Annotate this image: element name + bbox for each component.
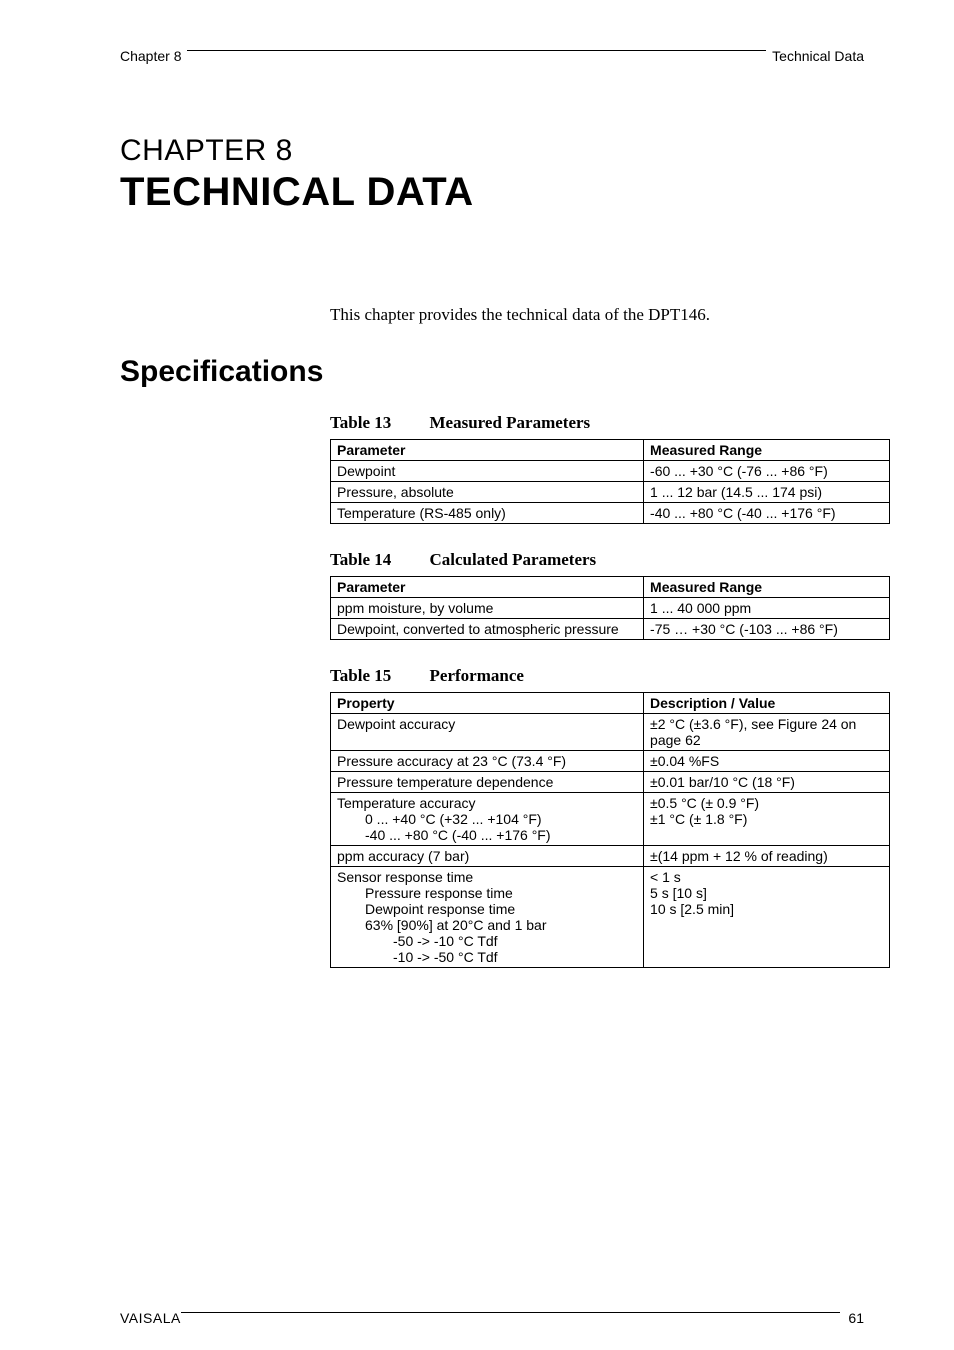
table-header: Parameter [331, 440, 644, 461]
table-row: Pressure temperature dependence±0.01 bar… [331, 772, 890, 793]
table14-caption-label: Table 14 [330, 550, 391, 569]
table-cell: ppm moisture, by volume [331, 598, 644, 619]
table-cell: 1 ... 40 000 ppm [644, 598, 890, 619]
table-header: Parameter [331, 577, 644, 598]
table-cell: ppm accuracy (7 bar) [331, 846, 644, 867]
table-cell: ±2 °C (±3.6 °F), see Figure 24 on page 6… [644, 714, 890, 751]
table15-caption-title: Performance [430, 666, 524, 685]
table-cell: Pressure temperature dependence [331, 772, 644, 793]
table-row: Dewpoint accuracy±2 °C (±3.6 °F), see Fi… [331, 714, 890, 751]
table-row: Pressure accuracy at 23 °C (73.4 °F)±0.0… [331, 751, 890, 772]
table-cell: -75 … +30 °C (-103 ... +86 °F) [644, 619, 890, 640]
footer-rule [181, 1312, 841, 1313]
table-header: Measured Range [644, 577, 890, 598]
table-row: ppm moisture, by volume1 ... 40 000 ppm [331, 598, 890, 619]
header-right: Technical Data [772, 48, 864, 64]
table14-caption-title: Calculated Parameters [430, 550, 597, 569]
table-cell: Temperature (RS-485 only) [331, 503, 644, 524]
table13-caption-title: Measured Parameters [430, 413, 591, 432]
table13: ParameterMeasured RangeDewpoint-60 ... +… [330, 439, 890, 524]
footer-page-number: 61 [840, 1310, 864, 1326]
table-cell: Pressure accuracy at 23 °C (73.4 °F) [331, 751, 644, 772]
table-cell: -60 ... +30 °C (-76 ... +86 °F) [644, 461, 890, 482]
table-header: Property [331, 693, 644, 714]
table-cell: ±(14 ppm + 12 % of reading) [644, 846, 890, 867]
table-cell: ±0.5 °C (± 0.9 °F)±1 °C (± 1.8 °F) [644, 793, 890, 846]
table-row: Dewpoint-60 ... +30 °C (-76 ... +86 °F) [331, 461, 890, 482]
table13-caption-label: Table 13 [330, 413, 391, 432]
table-header: Description / Value [644, 693, 890, 714]
table15-caption: Table 15 Performance [330, 666, 864, 686]
table-cell: ±0.04 %FS [644, 751, 890, 772]
footer: VAISALA 61 [120, 1270, 864, 1326]
footer-brand: VAISALA [120, 1310, 181, 1326]
table-cell: Dewpoint accuracy [331, 714, 644, 751]
table-cell: 1 ... 12 bar (14.5 ... 174 psi) [644, 482, 890, 503]
table-cell: < 1 s5 s [10 s]10 s [2.5 min] [644, 867, 890, 968]
table-row: Dewpoint, converted to atmospheric press… [331, 619, 890, 640]
table-cell: Sensor response timePressure response ti… [331, 867, 644, 968]
table-cell: Dewpoint [331, 461, 644, 482]
table-cell: Dewpoint, converted to atmospheric press… [331, 619, 644, 640]
table-cell: ±0.01 bar/10 °C (18 °F) [644, 772, 890, 793]
table-cell: -40 ... +80 °C (-40 ... +176 °F) [644, 503, 890, 524]
table15: PropertyDescription / ValueDewpoint accu… [330, 692, 890, 968]
table14-caption: Table 14 Calculated Parameters [330, 550, 864, 570]
table-header: Measured Range [644, 440, 890, 461]
table-row: Temperature (RS-485 only)-40 ... +80 °C … [331, 503, 890, 524]
header-left: Chapter 8 [120, 48, 181, 64]
table-cell: Temperature accuracy0 ... +40 °C (+32 ..… [331, 793, 644, 846]
table14: ParameterMeasured Rangeppm moisture, by … [330, 576, 890, 640]
table-row: Temperature accuracy0 ... +40 °C (+32 ..… [331, 793, 890, 846]
chapter-label: CHAPTER 8 [120, 134, 864, 168]
table-row: ppm accuracy (7 bar)±(14 ppm + 12 % of r… [331, 846, 890, 867]
table13-caption: Table 13 Measured Parameters [330, 413, 864, 433]
table15-caption-label: Table 15 [330, 666, 391, 685]
table-row: Sensor response timePressure response ti… [331, 867, 890, 968]
table-cell: Pressure, absolute [331, 482, 644, 503]
chapter-title: TECHNICAL DATA [120, 170, 864, 215]
table-row: Pressure, absolute1 ... 12 bar (14.5 ...… [331, 482, 890, 503]
header-rule [187, 50, 766, 51]
section-heading: Specifications [120, 355, 864, 389]
intro-paragraph: This chapter provides the technical data… [330, 305, 864, 325]
